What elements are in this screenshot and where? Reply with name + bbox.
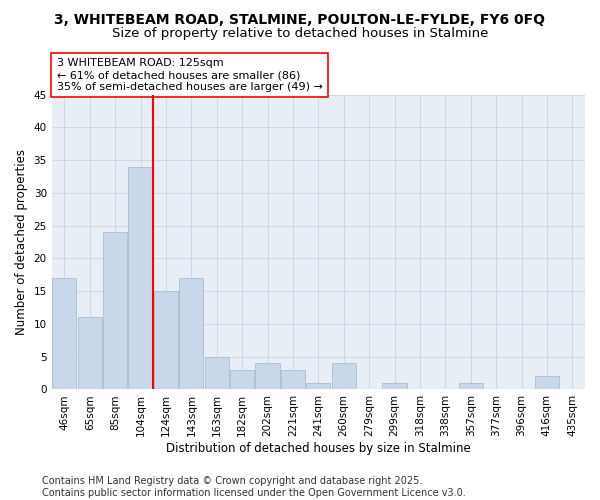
Bar [306, 383, 331, 390]
Bar [535, 376, 559, 390]
Bar [154, 291, 178, 390]
X-axis label: Distribution of detached houses by size in Stalmine: Distribution of detached houses by size … [166, 442, 471, 455]
Bar [230, 370, 254, 390]
Bar [77, 318, 102, 390]
Bar [179, 278, 203, 390]
Text: 3, WHITEBEAM ROAD, STALMINE, POULTON-LE-FYLDE, FY6 0FQ: 3, WHITEBEAM ROAD, STALMINE, POULTON-LE-… [55, 12, 545, 26]
Text: Size of property relative to detached houses in Stalmine: Size of property relative to detached ho… [112, 28, 488, 40]
Text: Contains HM Land Registry data © Crown copyright and database right 2025.
Contai: Contains HM Land Registry data © Crown c… [42, 476, 466, 498]
Bar [332, 363, 356, 390]
Bar [281, 370, 305, 390]
Bar [205, 356, 229, 390]
Bar [52, 278, 76, 390]
Bar [382, 383, 407, 390]
Bar [128, 166, 152, 390]
Text: 3 WHITEBEAM ROAD: 125sqm
← 61% of detached houses are smaller (86)
35% of semi-d: 3 WHITEBEAM ROAD: 125sqm ← 61% of detach… [57, 58, 323, 92]
Y-axis label: Number of detached properties: Number of detached properties [15, 149, 28, 335]
Bar [103, 232, 127, 390]
Bar [256, 363, 280, 390]
Bar [458, 383, 483, 390]
